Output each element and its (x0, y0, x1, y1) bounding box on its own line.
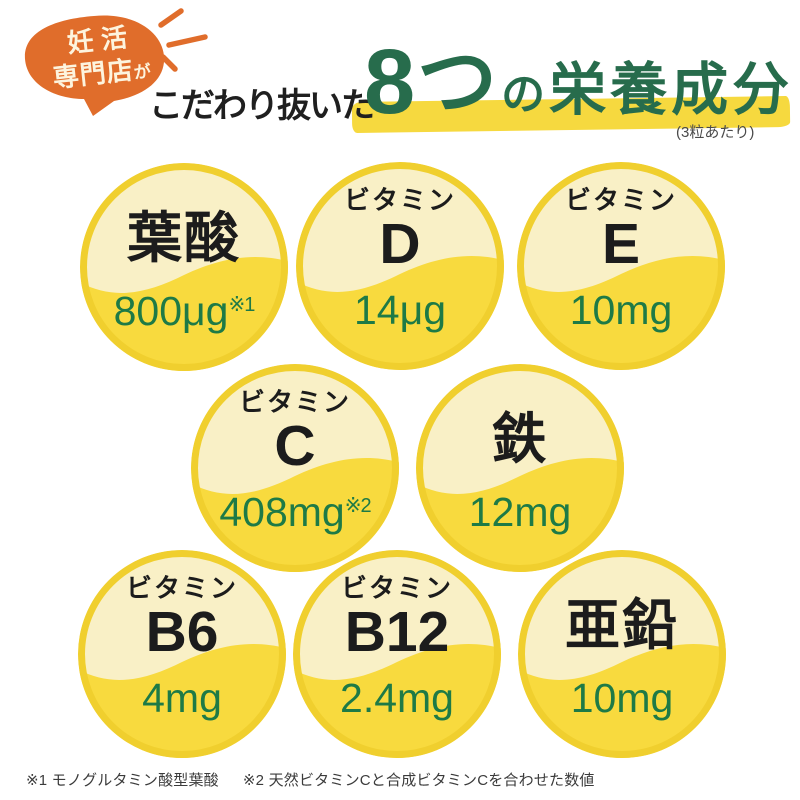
nutrient-circle-iron: 鉄 12mg (416, 364, 624, 572)
speech-bubble (24, 8, 208, 116)
title-number: 8 (364, 31, 416, 133)
nutrient-value: 10mg (569, 287, 673, 333)
nutrient-name: 亜鉛 (564, 594, 679, 656)
footnote-marker: ※1 (228, 294, 255, 316)
nutrient-circle-vitamin-c: ビタミン C 408mg※2 (191, 364, 399, 572)
nutrient-value: 10mg (570, 675, 674, 721)
nutrient-value: 408mg※2 (219, 489, 372, 535)
nutrient-value: 12mg (468, 489, 572, 535)
nutrient-name: ビタミン C (238, 387, 351, 478)
title-particle: の (501, 70, 546, 119)
emphasis-lines-icon (158, 8, 208, 72)
nutrient-name: ビタミン E (564, 185, 677, 276)
nutrient-value: 4mg (142, 675, 222, 721)
nutrient-name: ビタミン D (343, 185, 456, 276)
nutrient-value: 800μg※1 (113, 288, 256, 334)
nutrient-value: 14μg (353, 287, 447, 333)
nutrient-value: 2.4mg (340, 675, 454, 721)
title-counter: つ (417, 37, 498, 126)
speech-bubble-shape (24, 15, 165, 116)
serving-note: (3粒あたり) (676, 124, 755, 141)
footnotes: ※1 モノグルタミン酸型葉酸 ※2 天然ビタミンCと合成ビタミンCを合わせた数値 (26, 769, 619, 790)
title-prefix: こだわり抜いた (149, 87, 375, 125)
nutrient-circle-vitamin-b12: ビタミン B12 2.4mg (293, 550, 501, 758)
nutrient-name: 葉酸 (126, 207, 241, 269)
nutrient-circle-vitamin-b6: ビタミン B6 4mg (78, 550, 286, 758)
nutrient-name: ビタミン B6 (125, 573, 238, 664)
footnote-1: ※1 モノグルタミン酸型葉酸 (26, 772, 219, 789)
nutrient-circle-vitamin-e: ビタミン E 10mg (517, 162, 725, 370)
nutrient-name: 鉄 (491, 408, 549, 470)
nutrient-circle-folate: 葉酸 800μg※1 (80, 163, 288, 371)
footnote-marker: ※2 (344, 495, 372, 517)
nutrient-circle-vitamin-d: ビタミン D 14μg (296, 162, 504, 370)
title-main: 栄養成分 (549, 58, 794, 122)
footnote-2: ※2 天然ビタミンCと合成ビタミンCを合わせた数値 (242, 772, 595, 789)
nutrient-circle-zinc: 亜鉛 10mg (518, 550, 726, 758)
page-title: 8 つ の 栄養成分 (364, 32, 793, 128)
nutrient-name: ビタミン B12 (340, 573, 453, 664)
